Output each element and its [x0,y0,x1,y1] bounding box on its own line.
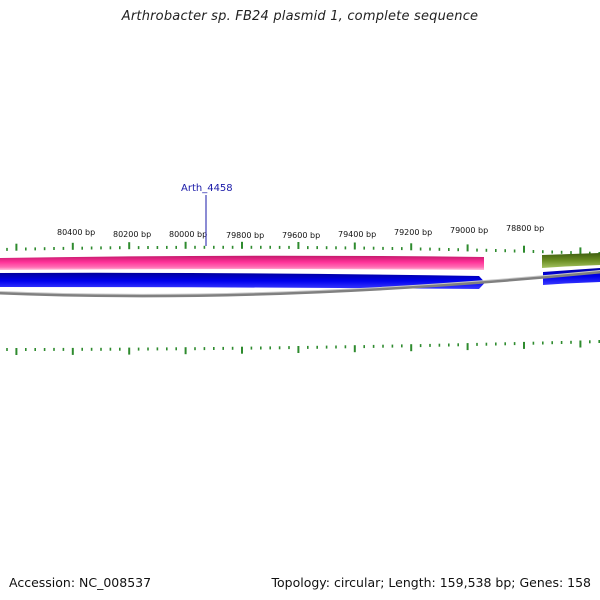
position-label: 80000 bp [169,230,207,239]
position-label: 79400 bp [338,230,376,239]
backbone-ring-highlight [0,270,600,295]
gene-callout-label[interactable]: Arth_4458 [181,183,233,194]
outer-tick-marks [6,241,600,255]
position-label: 79000 bp [450,226,488,235]
position-label: 79600 bp [282,231,320,240]
genome-backbone-ring [0,270,600,298]
gene-arc-olive[interactable] [542,253,600,268]
gene-arc-reverse-strand[interactable] [0,272,485,289]
position-labels: 80400 bp 80200 bp 80000 bp 79800 bp 7960… [57,224,544,240]
position-label: 79800 bp [226,231,264,240]
position-label: 80200 bp [113,230,151,239]
position-label: 79200 bp [394,228,432,237]
position-label: 78800 bp [506,224,544,233]
gene-arc-forward-strand[interactable] [0,255,484,270]
map-title: Arthrobacter sp. FB24 plasmid 1, complet… [121,9,479,24]
inner-tick-marks [6,340,600,355]
sequence-stats: Topology: circular; Length: 159,538 bp; … [271,575,592,590]
position-label: 80400 bp [57,228,95,237]
accession-info: Accession: NC_008537 [9,575,152,590]
